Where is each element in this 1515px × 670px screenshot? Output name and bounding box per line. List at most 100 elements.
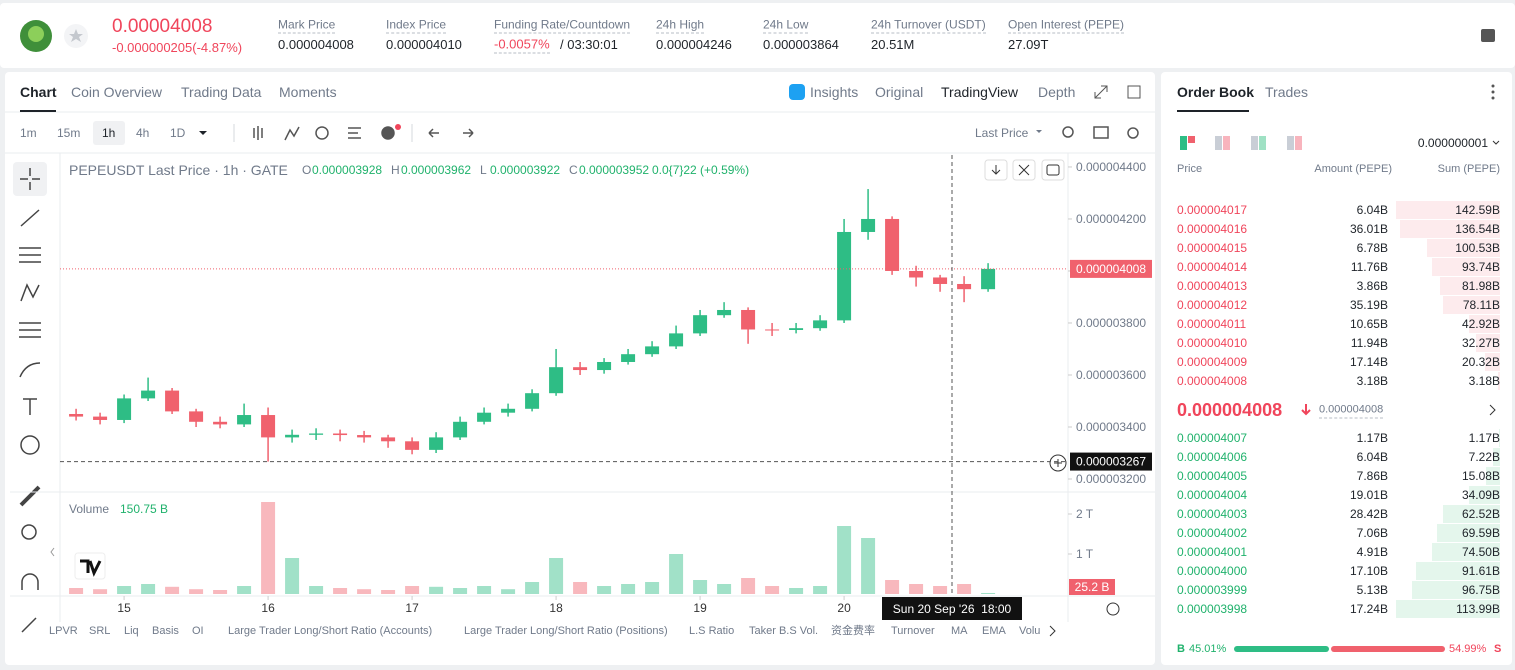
indicator[interactable]: 资金费率 xyxy=(831,625,875,637)
indicator[interactable]: Taker B.S Vol. xyxy=(749,625,819,637)
zoom-tool[interactable] xyxy=(21,524,37,540)
book-price[interactable]: 0.000004010 xyxy=(1177,336,1248,350)
interval[interactable]: 4h xyxy=(136,126,150,140)
indicator[interactable]: Large Trader Long/Short Ratio (Positions… xyxy=(464,625,668,637)
precision-dropdown[interactable] xyxy=(1492,140,1500,145)
indicator[interactable]: Volu xyxy=(1019,625,1041,637)
candle-body xyxy=(429,437,444,450)
layout-icon[interactable] xyxy=(1481,29,1495,42)
scroll-right[interactable] xyxy=(1049,625,1056,637)
book-price[interactable]: 0.000004011 xyxy=(1177,317,1247,331)
fullscreen-icon[interactable] xyxy=(1094,85,1108,99)
interval[interactable]: 1D xyxy=(170,126,186,140)
undo-icon[interactable] xyxy=(428,128,439,138)
ruler-tool[interactable] xyxy=(19,485,41,507)
price-type[interactable]: Last Price xyxy=(975,126,1029,140)
dropdown-arrow[interactable] xyxy=(1036,130,1042,133)
indicator[interactable]: MA xyxy=(951,625,968,637)
settings-icon[interactable] xyxy=(1127,127,1139,139)
book-price[interactable]: 0.000004009 xyxy=(1177,355,1248,369)
book-tab[interactable]: Trades xyxy=(1265,84,1309,100)
candle-body xyxy=(141,390,156,399)
book-price[interactable]: 0.000004007 xyxy=(1177,431,1248,445)
chart-tab[interactable]: Coin Overview xyxy=(71,84,163,100)
view-alt[interactable] xyxy=(1287,136,1294,150)
chart-tab[interactable]: Chart xyxy=(20,84,57,100)
view-asks[interactable] xyxy=(1215,136,1222,150)
magnet-tool[interactable] xyxy=(21,573,39,590)
indicator[interactable]: Turnover xyxy=(891,625,935,637)
search-icon[interactable] xyxy=(1062,126,1074,138)
book-price[interactable]: 0.000003998 xyxy=(1177,602,1248,616)
volume-bar xyxy=(261,502,276,594)
chart-tab[interactable]: Trading Data xyxy=(181,84,262,100)
book-price[interactable]: 0.000004016 xyxy=(1177,222,1248,236)
interval[interactable]: 15m xyxy=(57,126,81,140)
book-price[interactable]: 0.000004014 xyxy=(1177,260,1248,274)
indicator[interactable]: SRL xyxy=(89,625,111,637)
book-tab[interactable]: Order Book xyxy=(1177,84,1255,100)
menu-dot[interactable] xyxy=(1491,84,1495,88)
book-price[interactable]: 0.000004003 xyxy=(1177,507,1248,521)
trendline-tool[interactable] xyxy=(20,209,40,227)
book-price[interactable]: 0.000004001 xyxy=(1177,545,1248,559)
pattern-tool[interactable] xyxy=(20,283,40,302)
depth-bar xyxy=(1498,429,1500,447)
book-price[interactable]: 0.000004013 xyxy=(1177,279,1248,293)
pencil-tool[interactable] xyxy=(21,617,37,633)
dropdown-arrow[interactable] xyxy=(199,131,207,135)
axis-settings-icon[interactable] xyxy=(1106,602,1120,616)
sell-bar xyxy=(1330,646,1445,652)
book-price[interactable]: 0.000004002 xyxy=(1177,526,1248,540)
indicator[interactable]: LPVR xyxy=(49,625,78,637)
book-price[interactable]: 0.000004000 xyxy=(1177,564,1248,578)
book-price[interactable]: 0.000004017 xyxy=(1177,203,1248,217)
book-price[interactable]: 0.000003999 xyxy=(1177,583,1248,597)
volume-bar xyxy=(93,589,108,594)
book-price[interactable]: 0.000004006 xyxy=(1177,450,1248,464)
indicator-icon[interactable] xyxy=(284,126,300,141)
view-bids[interactable] xyxy=(1251,136,1258,150)
more-arrow[interactable] xyxy=(1489,404,1496,416)
fib-tool[interactable] xyxy=(19,322,41,338)
book-amount: 3.86B xyxy=(1356,279,1388,293)
precision[interactable]: 0.000000001 xyxy=(1417,136,1488,150)
book-price[interactable]: 0.000004005 xyxy=(1177,469,1248,483)
collapse-toolbar[interactable] xyxy=(50,547,55,557)
template-icon[interactable] xyxy=(348,127,361,139)
crosshair-tool[interactable] xyxy=(20,168,40,190)
interval[interactable]: 1h xyxy=(102,126,116,140)
redo-icon[interactable] xyxy=(463,128,474,138)
book-price[interactable]: 0.000004015 xyxy=(1177,241,1248,255)
brush-tool[interactable] xyxy=(19,362,41,378)
view-tab[interactable]: Depth xyxy=(1038,84,1076,100)
volume-bar xyxy=(525,582,540,594)
camera-icon[interactable] xyxy=(1093,126,1109,139)
view-tab[interactable]: Original xyxy=(875,84,924,100)
emoji-tool[interactable] xyxy=(20,435,40,455)
book-price[interactable]: 0.000004008 xyxy=(1177,374,1248,388)
interval[interactable]: 1m xyxy=(20,126,37,140)
notification-dot xyxy=(395,124,401,130)
indicator[interactable]: L.S Ratio xyxy=(689,625,735,637)
indicator[interactable]: Liq xyxy=(124,625,139,637)
book-price[interactable]: 0.000004012 xyxy=(1177,298,1248,312)
view-both[interactable] xyxy=(1180,136,1187,150)
window-icon[interactable] xyxy=(1127,85,1141,99)
view-tab[interactable]: Insights xyxy=(810,84,859,100)
text-tool[interactable] xyxy=(23,398,37,415)
indicator[interactable]: OI xyxy=(192,625,204,637)
add-icon[interactable] xyxy=(381,126,395,140)
book-sum: 7.22B xyxy=(1468,450,1500,464)
book-last-price: 0.000004008 xyxy=(1177,400,1283,420)
book-price[interactable]: 0.000004004 xyxy=(1177,488,1248,502)
channel-tool[interactable] xyxy=(19,247,41,263)
view-tab[interactable]: TradingView xyxy=(941,84,1019,100)
indicator[interactable]: Large Trader Long/Short Ratio (Accounts) xyxy=(228,625,433,637)
chart-tab[interactable]: Moments xyxy=(279,84,337,100)
indicator[interactable]: Basis xyxy=(152,625,179,637)
depth-bar xyxy=(1426,239,1500,257)
replay-icon[interactable] xyxy=(315,126,329,140)
indicator[interactable]: EMA xyxy=(982,625,1006,637)
candle-type-icon[interactable] xyxy=(253,126,263,140)
